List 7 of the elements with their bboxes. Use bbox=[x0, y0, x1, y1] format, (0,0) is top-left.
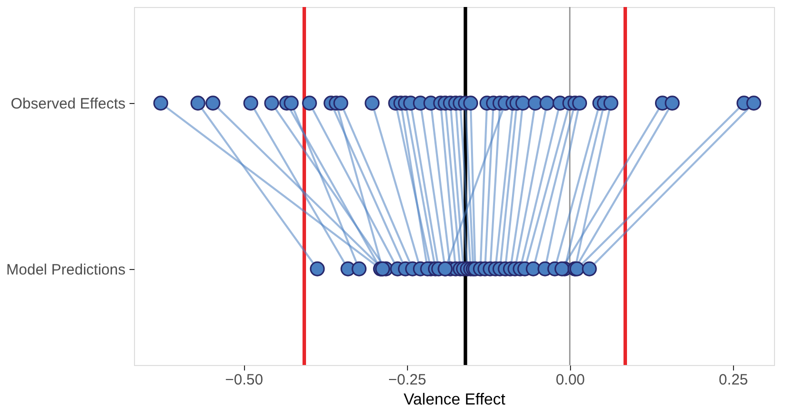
y-tick-label: Observed Effects bbox=[10, 96, 126, 113]
x-tick-label: 0.00 bbox=[556, 372, 585, 388]
x-tick-label: −0.25 bbox=[388, 372, 426, 388]
x-tick-label: 0.25 bbox=[718, 372, 748, 388]
x-axis-title: Valence Effect bbox=[404, 392, 506, 408]
x-tick-label: −0.50 bbox=[225, 372, 264, 388]
y-tick-label: Model Predictions bbox=[6, 261, 126, 278]
